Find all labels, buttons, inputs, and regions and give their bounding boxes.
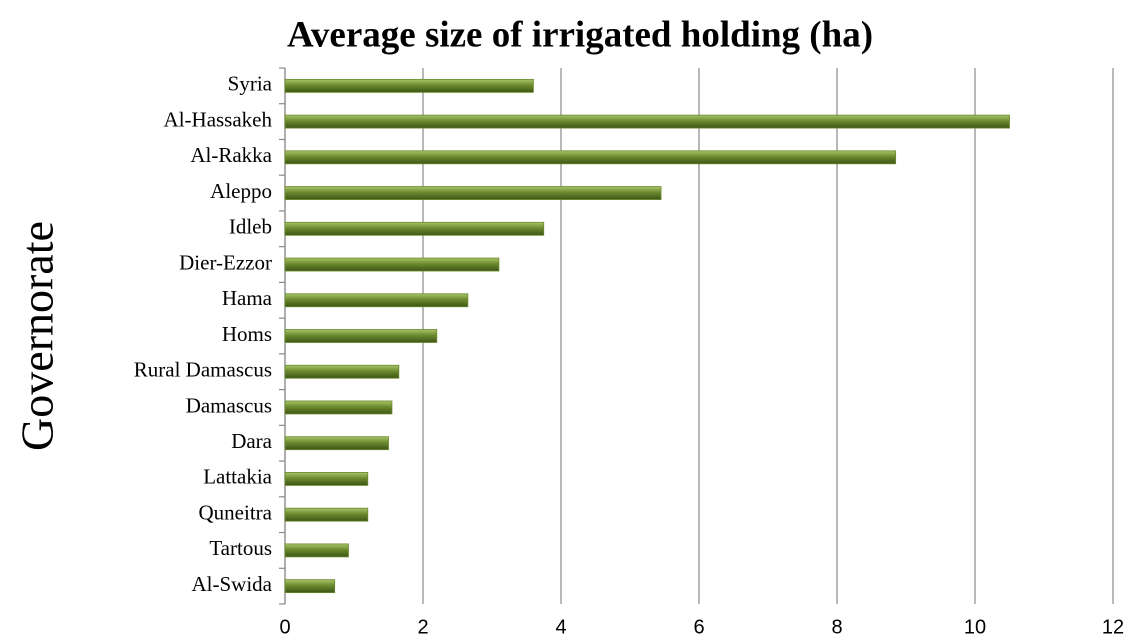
x-tick-label: 12 — [1102, 616, 1124, 638]
y-tick-label: Syria — [228, 72, 273, 96]
bar — [284, 186, 662, 200]
bar — [284, 507, 369, 522]
y-tick-label: Quneitra — [199, 500, 273, 524]
bar — [284, 472, 369, 486]
y-tick-label: Homs — [222, 322, 272, 346]
bar — [284, 400, 393, 415]
bar — [284, 221, 545, 236]
y-tick-label: Dier-Ezzor — [179, 250, 272, 274]
y-tick-label: Aleppo — [210, 179, 272, 203]
y-tick-label: Al-Swida — [192, 572, 273, 596]
y-tick-label: Lattakia — [203, 465, 272, 489]
bar — [284, 114, 1010, 129]
x-tick-label: 6 — [693, 616, 704, 638]
y-tick-label: Al-Rakka — [190, 143, 272, 167]
y-tick-label: Idleb — [229, 215, 272, 239]
y-tick-label: Tartous — [209, 536, 272, 560]
bar — [284, 364, 400, 379]
y-tick-label: Hama — [222, 286, 273, 310]
y-tick-label: Damascus — [186, 393, 272, 417]
y-tick-label: Al-Hassakeh — [164, 107, 273, 131]
y-tick-label: Rural Damascus — [134, 358, 272, 382]
bar — [284, 78, 534, 93]
bar — [284, 436, 389, 451]
x-tick-label: 0 — [279, 616, 290, 638]
bar — [284, 293, 469, 308]
bar — [284, 150, 897, 165]
x-tick-label: 10 — [964, 616, 986, 638]
y-axis-label: Governorate — [12, 221, 63, 451]
bar — [284, 257, 500, 272]
y-tick-label: Dara — [231, 429, 272, 453]
x-tick-label: 4 — [555, 616, 566, 638]
bar — [284, 579, 336, 594]
x-tick-label: 2 — [417, 616, 428, 638]
x-tick-label: 8 — [831, 616, 842, 638]
bar — [284, 329, 438, 343]
bar — [284, 543, 349, 558]
chart-title: Average size of irrigated holding (ha) — [287, 14, 873, 55]
